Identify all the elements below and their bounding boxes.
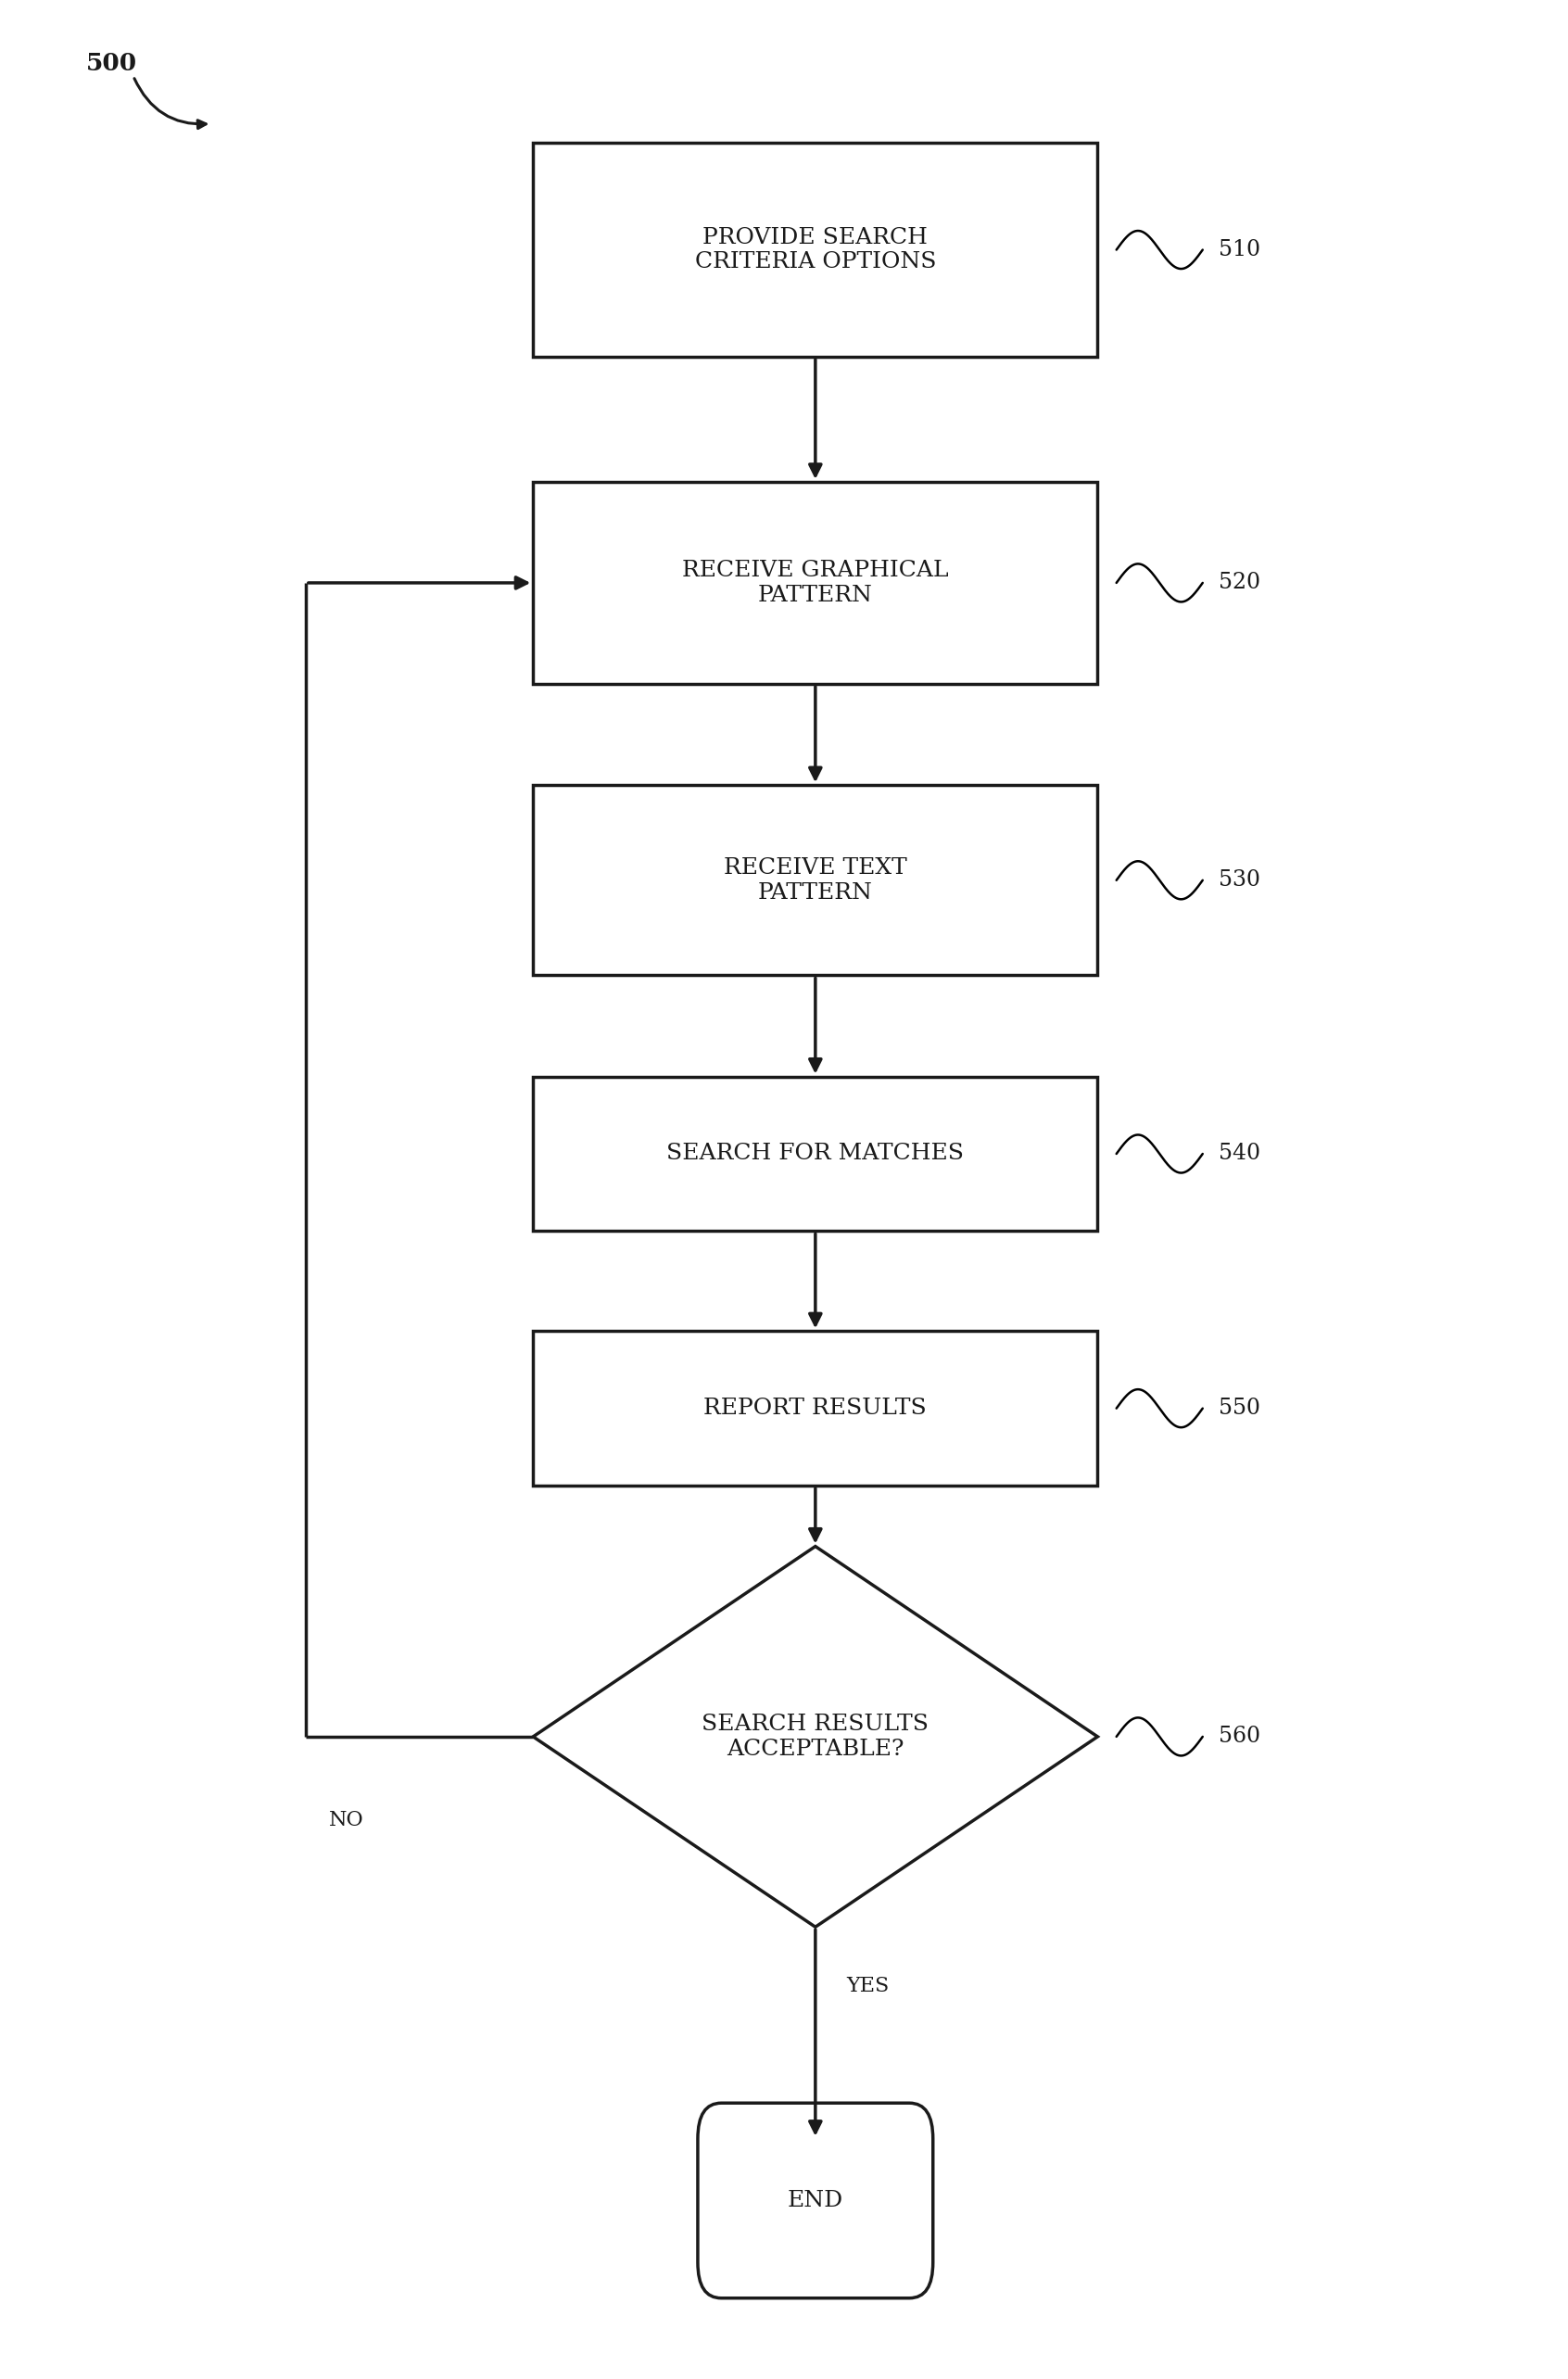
Text: REPORT RESULTS: REPORT RESULTS bbox=[704, 1399, 927, 1418]
FancyBboxPatch shape bbox=[533, 785, 1098, 975]
Text: END: END bbox=[787, 2191, 844, 2210]
FancyBboxPatch shape bbox=[533, 481, 1098, 685]
Text: 550: 550 bbox=[1218, 1399, 1261, 1418]
Text: YES: YES bbox=[847, 1977, 889, 1996]
Text: 560: 560 bbox=[1218, 1727, 1261, 1746]
Text: RECEIVE TEXT
PATTERN: RECEIVE TEXT PATTERN bbox=[724, 856, 906, 904]
Text: RECEIVE GRAPHICAL
PATTERN: RECEIVE GRAPHICAL PATTERN bbox=[682, 559, 949, 607]
Text: SEARCH RESULTS
ACCEPTABLE?: SEARCH RESULTS ACCEPTABLE? bbox=[702, 1713, 928, 1760]
Text: 530: 530 bbox=[1218, 871, 1261, 890]
Text: 540: 540 bbox=[1218, 1144, 1261, 1163]
FancyBboxPatch shape bbox=[533, 1332, 1098, 1484]
Text: SEARCH FOR MATCHES: SEARCH FOR MATCHES bbox=[666, 1144, 964, 1163]
Text: PROVIDE SEARCH
CRITERIA OPTIONS: PROVIDE SEARCH CRITERIA OPTIONS bbox=[695, 226, 936, 274]
Text: 510: 510 bbox=[1218, 240, 1261, 259]
FancyBboxPatch shape bbox=[698, 2103, 933, 2298]
Text: 500: 500 bbox=[86, 52, 138, 76]
Text: 520: 520 bbox=[1218, 573, 1261, 592]
FancyBboxPatch shape bbox=[533, 143, 1098, 357]
Text: NO: NO bbox=[329, 1810, 364, 1829]
Polygon shape bbox=[533, 1546, 1098, 1927]
FancyBboxPatch shape bbox=[533, 1075, 1098, 1232]
